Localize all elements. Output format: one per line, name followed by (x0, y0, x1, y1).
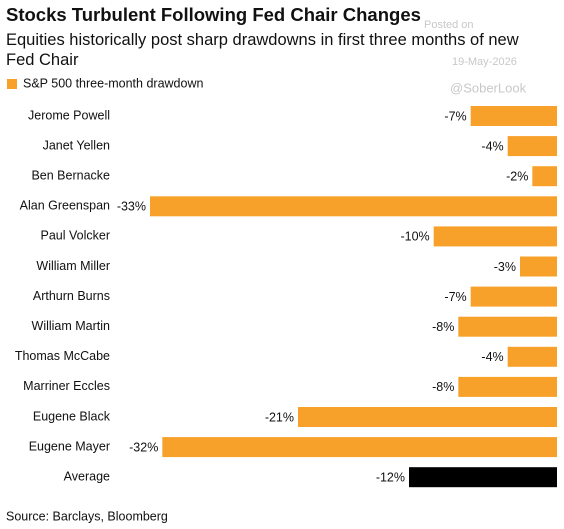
chart-title: Stocks Turbulent Following Fed Chair Cha… (6, 4, 421, 25)
category-label: Janet Yellen (43, 138, 110, 152)
bar (470, 286, 557, 307)
category-label: Average (64, 469, 110, 483)
bar (162, 437, 558, 458)
category-label: Marriner Eccles (23, 379, 110, 393)
value-label: -4% (481, 139, 503, 153)
category-label: Ben Bernacke (31, 168, 110, 182)
value-label: -3% (494, 260, 516, 274)
bar (507, 136, 557, 157)
bar (409, 467, 557, 488)
category-label: Alan Greenspan (20, 199, 110, 213)
category-label: Eugene Mayer (29, 439, 110, 453)
bar (150, 196, 557, 217)
value-label: -2% (506, 169, 528, 183)
category-label: Eugene Black (33, 409, 111, 423)
legend-label: S&P 500 three-month drawdown (23, 76, 203, 90)
bar (298, 407, 557, 427)
source: Source: Barclays, Bloomberg (6, 509, 168, 523)
legend-swatch (7, 79, 17, 89)
watermark: 19-May-2026 (452, 56, 517, 68)
value-label: -21% (265, 410, 294, 424)
bar (458, 376, 557, 397)
category-label: Arthurn Burns (33, 289, 110, 303)
value-label: -32% (129, 440, 158, 454)
category-label: Paul Volcker (41, 229, 110, 243)
value-label: -7% (444, 109, 466, 123)
category-label: William Miller (36, 259, 110, 273)
bar (532, 166, 557, 187)
bar (433, 226, 557, 247)
value-label: -12% (376, 470, 405, 484)
category-label: Jerome Powell (28, 108, 110, 122)
value-label: -7% (444, 290, 466, 304)
bar (470, 106, 557, 126)
category-label: Thomas McCabe (15, 349, 110, 363)
watermark: @SoberLook (450, 80, 527, 95)
value-label: -8% (432, 320, 454, 334)
bar (507, 346, 557, 367)
category-label: William Martin (32, 319, 111, 333)
bar (458, 316, 557, 337)
watermark: Posted on (424, 19, 474, 31)
value-label: -8% (432, 380, 454, 394)
value-label: -33% (117, 200, 146, 214)
value-label: -10% (400, 230, 429, 244)
bar (520, 256, 557, 277)
value-label: -4% (481, 350, 503, 364)
chart-subtitle: Equities historically post sharp drawdow… (6, 31, 519, 69)
